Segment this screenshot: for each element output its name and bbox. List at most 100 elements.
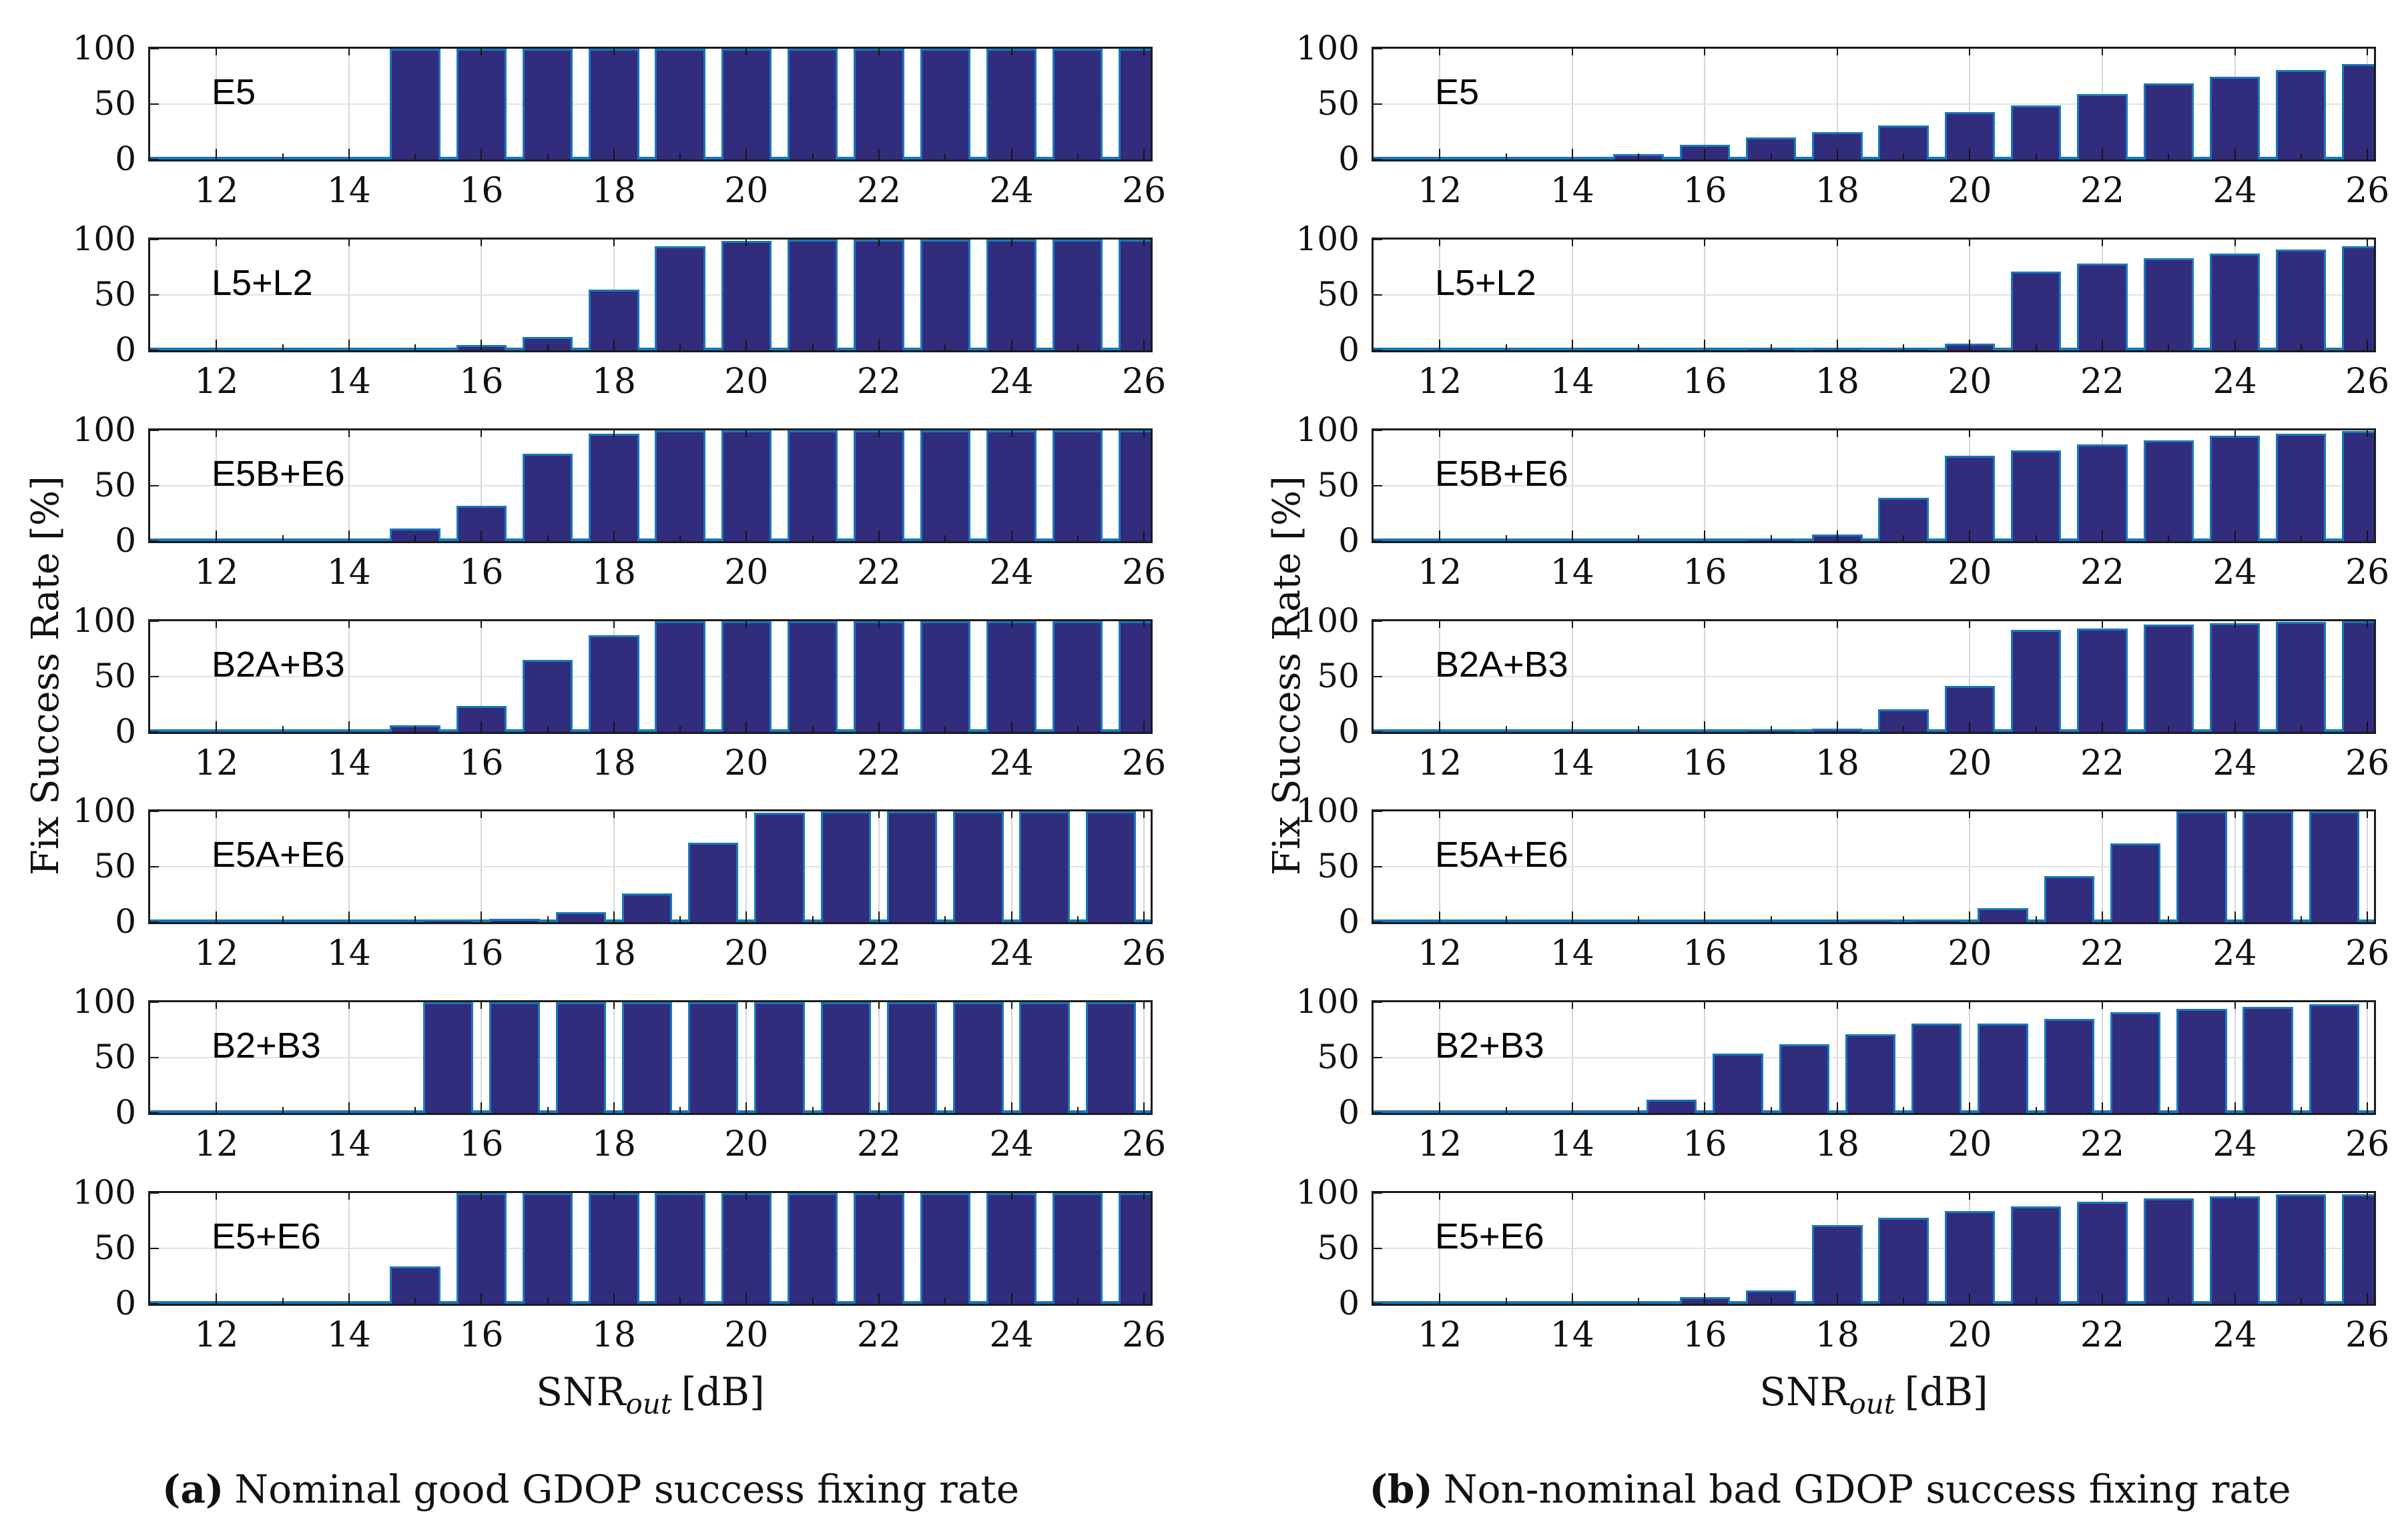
bar-snr-24 <box>2209 76 2261 159</box>
x-tick-mark <box>613 530 615 541</box>
panel-label: B2+B3 <box>212 1026 321 1066</box>
x-tick-label: 16 <box>459 933 504 974</box>
x-tick-mark-top <box>348 621 350 628</box>
x-tick-mark <box>613 1293 615 1304</box>
x-tick-mark <box>613 149 615 159</box>
bar-snr-21 <box>2011 1206 2062 1304</box>
x-tick-mark <box>1770 153 1772 159</box>
x-tick-mark-top <box>745 1002 748 1010</box>
x-tick-label: 14 <box>1550 743 1594 783</box>
x-axis-label-prefix: SNR <box>1759 1369 1849 1415</box>
x-tick-mark <box>348 339 350 350</box>
x-tick-mark <box>1505 1298 1507 1304</box>
bar-snr-25 <box>2276 249 2327 350</box>
x-tick-label: 22 <box>856 743 902 783</box>
x-tick-mark <box>2168 344 2170 350</box>
x-tick-mark-top <box>613 1193 615 1200</box>
x-tick-mark-top <box>613 621 615 628</box>
bar-snr-24.5 <box>1019 811 1070 923</box>
x-tick-mark-top <box>216 621 218 628</box>
bar-snr-23 <box>2143 624 2194 732</box>
x-tick-label: 24 <box>989 1124 1034 1165</box>
x-tick-mark-top <box>2367 1193 2369 1200</box>
bar-snr-25 <box>1053 49 1103 159</box>
y-tick-mark <box>150 621 159 622</box>
bar-snr-18 <box>589 49 639 159</box>
zero-baseline <box>1374 157 2374 159</box>
bar-snr-22 <box>2077 444 2128 541</box>
bar-snr-16 <box>456 49 507 159</box>
y-tick-mark <box>1374 48 1382 49</box>
x-tick-mark <box>2035 725 2037 732</box>
bar-snr-20 <box>721 49 772 159</box>
x-tick-mark <box>679 725 681 732</box>
x-tick-mark <box>1010 339 1012 350</box>
bar-snr-22 <box>2077 264 2128 350</box>
y-tick-mark <box>150 1002 159 1004</box>
x-tick-label: 16 <box>459 1315 504 1355</box>
x-tick-mark <box>1836 1293 1838 1304</box>
bar-snr-15 <box>390 1266 440 1304</box>
bar-snr-24 <box>2209 1196 2261 1304</box>
bar-snr-19.5 <box>1911 1023 1962 1114</box>
y-tick-mark <box>150 1057 159 1059</box>
x-tick-label: 22 <box>856 933 902 974</box>
bar-snr-24 <box>2209 623 2261 732</box>
x-tick-mark-top <box>1836 49 1838 55</box>
x-tick-mark-top <box>745 621 748 628</box>
x-tick-mark-top <box>481 1002 483 1010</box>
x-tick-label: 18 <box>591 1315 636 1355</box>
bar-snr-19 <box>655 49 705 159</box>
x-tick-label: 20 <box>724 1124 769 1165</box>
y-tick-label: 50 <box>1317 847 1360 886</box>
x-tick-label: 18 <box>1815 743 1859 783</box>
x-tick-mark <box>745 149 748 159</box>
x-tick-mark-top <box>216 430 218 437</box>
bar-snr-24 <box>986 430 1037 541</box>
y-tick-mark <box>1374 1057 1382 1059</box>
bar-snr-17.5 <box>1779 1044 1829 1114</box>
bar-snr-25 <box>1053 430 1103 541</box>
x-tick-mark <box>1704 149 1706 159</box>
x-tick-label: 20 <box>724 361 769 402</box>
x-tick-mark <box>1903 344 1905 350</box>
x-tick-label: 22 <box>2080 361 2125 402</box>
y-tick-label: 0 <box>115 711 136 751</box>
x-tick-mark <box>1704 530 1706 541</box>
x-tick-mark <box>1505 725 1507 732</box>
x-tick-mark <box>1439 1293 1441 1304</box>
x-tick-mark <box>547 153 549 159</box>
x-tick-mark <box>1439 530 1441 541</box>
x-tick-mark <box>1836 721 1838 732</box>
x-tick-mark-top <box>1969 1002 1971 1010</box>
y-tick-label: 100 <box>1295 982 1360 1022</box>
x-tick-mark-top <box>745 811 748 819</box>
x-tick-mark-top <box>878 811 880 819</box>
x-tick-mark-top <box>1704 1193 1706 1200</box>
x-tick-label: 16 <box>1683 933 1727 974</box>
zero-baseline <box>1374 1301 2374 1304</box>
x-tick-mark-top <box>878 430 880 437</box>
x-tick-label: 18 <box>591 933 636 974</box>
x-tick-mark <box>812 1298 814 1304</box>
x-tick-mark <box>282 1107 284 1114</box>
bar-snr-18 <box>589 1193 639 1304</box>
x-tick-mark <box>2035 1298 2037 1304</box>
x-tick-mark-top <box>1439 1193 1441 1200</box>
y-tick-mark <box>1374 1112 1382 1114</box>
y-tick-mark <box>1374 621 1382 622</box>
bar-snr-24 <box>986 1193 1037 1304</box>
x-tick-mark <box>2102 911 2103 923</box>
x-tick-label: 24 <box>989 361 1034 402</box>
panel-label: E5B+E6 <box>1435 453 1568 494</box>
bar-snr-25.5 <box>2309 811 2360 923</box>
y-tick-label: 100 <box>72 601 136 640</box>
bar-snr-21.5 <box>2044 1019 2094 1114</box>
bar-snr-24.5 <box>2242 1006 2293 1114</box>
x-tick-label: 16 <box>1683 1315 1727 1355</box>
x-tick-mark-top <box>2102 1193 2103 1200</box>
x-tick-mark <box>547 725 549 732</box>
x-tick-mark <box>2234 530 2236 541</box>
x-tick-mark-top <box>1439 621 1441 628</box>
x-tick-mark <box>1571 1102 1573 1114</box>
